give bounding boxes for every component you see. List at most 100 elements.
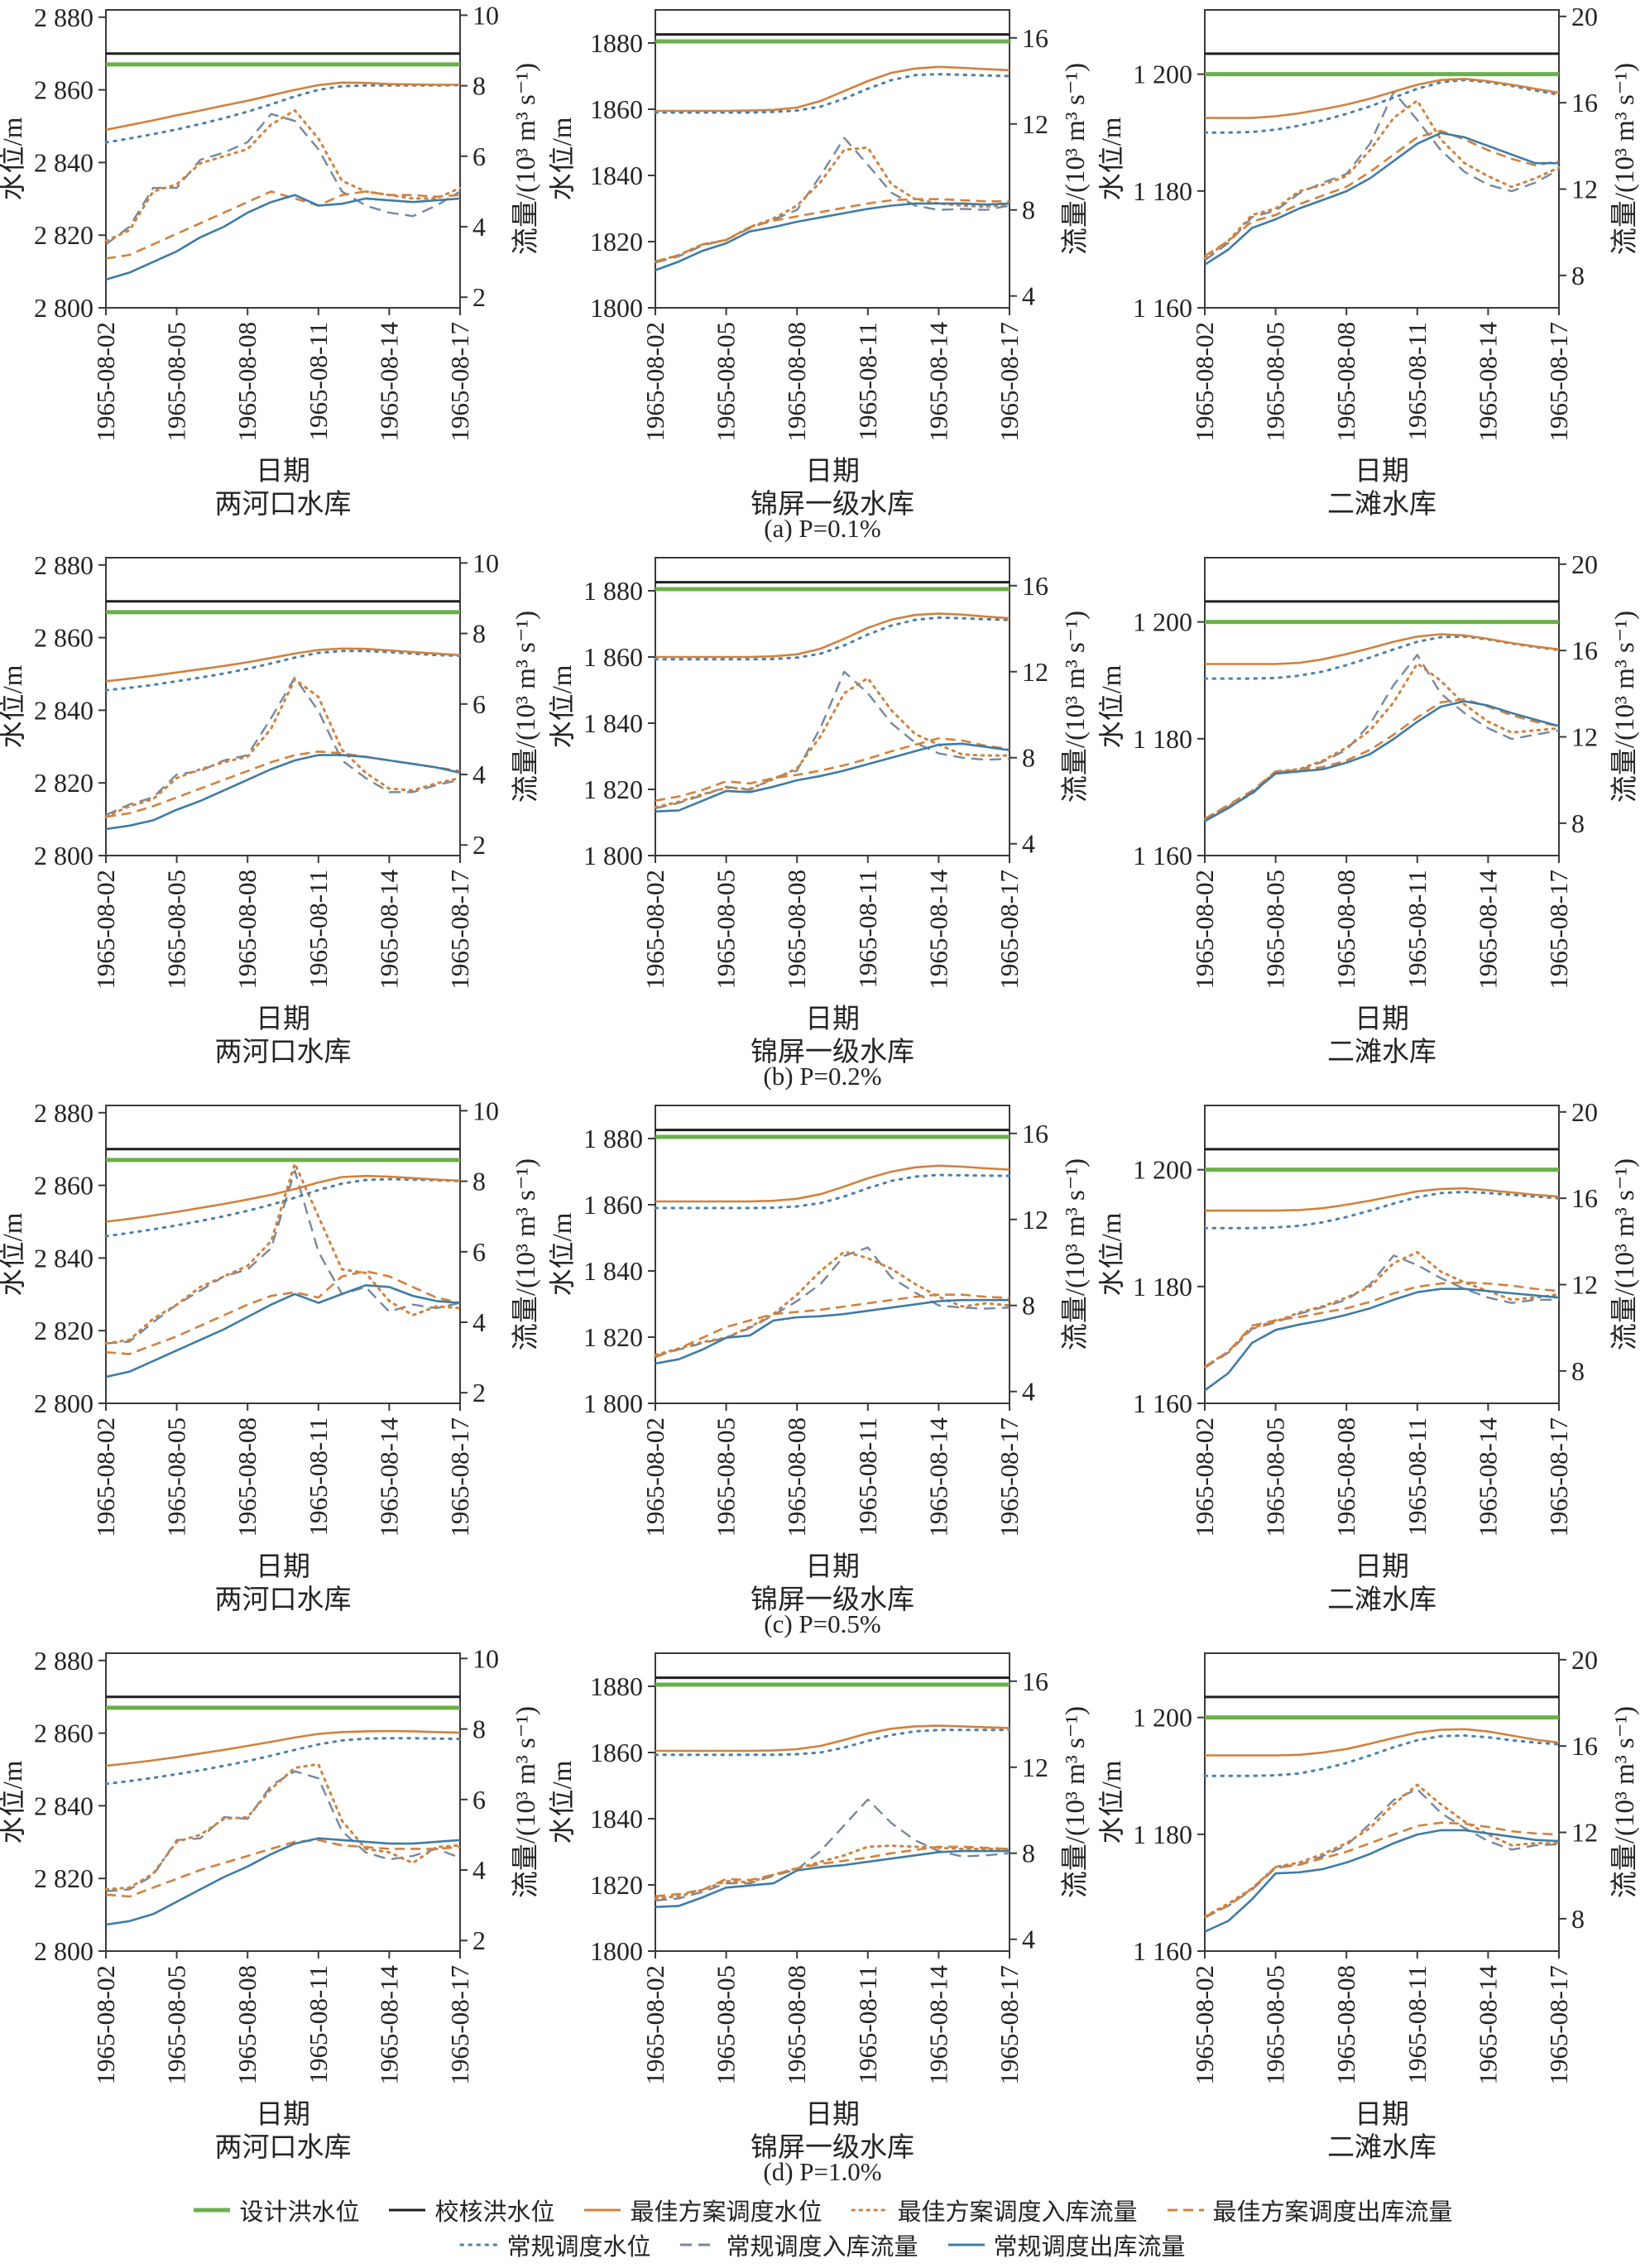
legend-line-sample-best_inflow — [851, 2208, 890, 2212]
y-right-tick-label: 20 — [1571, 1097, 1598, 1127]
x-tick-label: 1965-08-08 — [782, 870, 811, 990]
y-left-tick-label: 1 200 — [1133, 1703, 1192, 1733]
best_inflow-line — [1203, 1783, 1561, 1918]
x-tick-label: 1965-08-02 — [640, 1965, 669, 2085]
y-right-tick-label: 8 — [472, 1167, 486, 1196]
y-left-tick-label: 2 860 — [34, 623, 94, 653]
best_inflow-line — [1203, 1250, 1561, 1369]
y-right-tick-label: 20 — [1571, 549, 1598, 579]
x-tick-label: 1965-08-05 — [1261, 870, 1290, 990]
row-caption-4: (d) P=1.0% — [763, 2157, 882, 2186]
y-right-tick-label: 4 — [472, 1307, 486, 1337]
legend-item-conv_inflow: 常规调度入库流量 — [679, 2227, 918, 2262]
x-tick-label: 1965-08-02 — [1190, 870, 1219, 990]
x-axis-label: 日期 — [256, 457, 310, 487]
best_inflow-line — [1203, 99, 1561, 260]
best_inflow-line — [654, 1844, 1011, 1900]
best_level-line — [655, 612, 1010, 659]
conv_level-line — [1203, 79, 1561, 134]
y-left-tick-label: 1 820 — [583, 1322, 643, 1352]
best_level-line — [105, 647, 461, 683]
x-tick-label: 1965-08-02 — [91, 322, 120, 442]
x-tick-label: 1965-08-14 — [923, 322, 952, 442]
x-axis-label: 日期 — [1355, 457, 1409, 487]
best_inflow-line — [104, 1762, 462, 1891]
legend-item-design_flood_level: 设计洪水位 — [192, 2193, 359, 2227]
y-left-tick-label: 2 840 — [34, 147, 94, 177]
y-left-tick-label: 1860 — [590, 94, 643, 124]
x-tick-label: 1965-08-02 — [91, 1417, 120, 1537]
y-left-tick-label: 1840 — [590, 161, 643, 190]
y-right-tick-label: 8 — [472, 71, 486, 101]
x-tick-label: 1965-08-05 — [162, 870, 191, 990]
x-tick-label: 1965-08-05 — [712, 322, 741, 442]
y-right-tick-label: 10 — [472, 0, 499, 30]
best_inflow-line — [654, 1250, 1011, 1356]
y-right-tick-label: 12 — [1022, 1205, 1048, 1235]
x-tick-label: 1965-08-11 — [304, 870, 333, 989]
best_outflow-line — [1204, 1821, 1560, 1918]
x-tick-label: 1965-08-05 — [1261, 322, 1290, 442]
y-left-tick-label: 1800 — [590, 1936, 643, 1966]
x-tick-label: 1965-08-05 — [162, 1965, 191, 2085]
conv_inflow-line — [1204, 90, 1560, 261]
conv_level-line — [104, 1177, 462, 1238]
plot-frame — [1204, 557, 1560, 856]
x-tick-label: 1965-08-11 — [1403, 322, 1432, 441]
plot-frame — [105, 9, 461, 309]
legend-line-sample-conv_outflow — [947, 2243, 985, 2246]
y-right-tick-label: 16 — [1571, 88, 1598, 117]
y-left-tick-label: 2 800 — [34, 841, 94, 870]
subplot-title: 二滩水库 — [1327, 1585, 1436, 1615]
x-axis-label: 日期 — [1355, 1552, 1409, 1582]
y-left-axis-label: 水位/m — [1099, 1212, 1127, 1296]
y-left-tick-label: 2 820 — [34, 768, 94, 798]
y-right-tick-label: 8 — [1571, 808, 1585, 838]
y-left-axis-label: 水位/m — [549, 664, 578, 748]
subplot-3-3: 1 200 1 180 1 160 20 16 12 8 1965-08-02 1965-08-… — [1099, 1097, 1640, 1615]
y-left-tick-label: 1 200 — [1133, 1155, 1192, 1185]
y-left-tick-label: 2 820 — [34, 1316, 94, 1345]
x-axis-label: 日期 — [256, 2100, 310, 2130]
x-tick-label: 1965-08-14 — [923, 1417, 952, 1537]
y-right-tick-label: 12 — [1571, 175, 1598, 204]
x-tick-label: 1965-08-14 — [374, 1965, 403, 2085]
conv_outflow-line — [105, 1837, 461, 1926]
y-left-tick-label: 1 800 — [583, 1388, 643, 1418]
y-right-tick-label: 4 — [1022, 1925, 1035, 1954]
x-tick-label: 1965-08-05 — [1261, 1965, 1290, 2085]
conv_outflow-line — [655, 1849, 1010, 1908]
y-right-tick-label: 16 — [1022, 1119, 1048, 1148]
y-right-tick-label: 8 — [1022, 1839, 1035, 1868]
y-left-tick-label: 1 180 — [1133, 1820, 1192, 1849]
best_level-line — [105, 81, 460, 132]
x-axis-label: 日期 — [1355, 1005, 1409, 1034]
y-right-tick-label: 8 — [1022, 1291, 1035, 1321]
y-left-tick-label: 1820 — [590, 227, 643, 257]
x-tick-label: 1965-08-08 — [1331, 322, 1360, 442]
x-tick-label: 1965-08-11 — [853, 1417, 882, 1537]
best_outflow-line — [105, 1269, 461, 1355]
x-tick-label: 1965-08-08 — [233, 870, 261, 990]
subplot-title: 锦屏一级水库 — [751, 1037, 914, 1067]
x-tick-label: 1965-08-11 — [1403, 870, 1432, 989]
best_level-line — [1205, 1728, 1560, 1757]
y-left-tick-label: 1 840 — [583, 708, 643, 738]
x-tick-label: 1965-08-14 — [1473, 322, 1502, 442]
y-right-tick-label: 10 — [472, 548, 499, 578]
figure-row-4: 2 880 2 860 2 840 2 820 2 800 10 8 6 4 2 1965-08-0… — [0, 1643, 1645, 2163]
x-tick-label: 1965-08-11 — [304, 1417, 333, 1537]
y-right-tick-label: 2 — [472, 1378, 486, 1407]
best_inflow-line — [104, 678, 462, 818]
y-left-tick-label: 2 820 — [34, 220, 94, 250]
y-left-tick-label: 1 200 — [1133, 607, 1192, 637]
conv_inflow-line — [105, 676, 461, 817]
y-right-tick-label: 10 — [472, 1096, 499, 1125]
x-tick-label: 1965-08-14 — [923, 870, 952, 990]
x-tick-label: 1965-08-08 — [782, 1965, 811, 2085]
y-right-tick-label: 20 — [1571, 1645, 1598, 1675]
plot-frame — [655, 9, 1010, 309]
y-left-axis-label: 水位/m — [549, 1760, 578, 1844]
y-right-tick-label: 20 — [1571, 2, 1598, 31]
